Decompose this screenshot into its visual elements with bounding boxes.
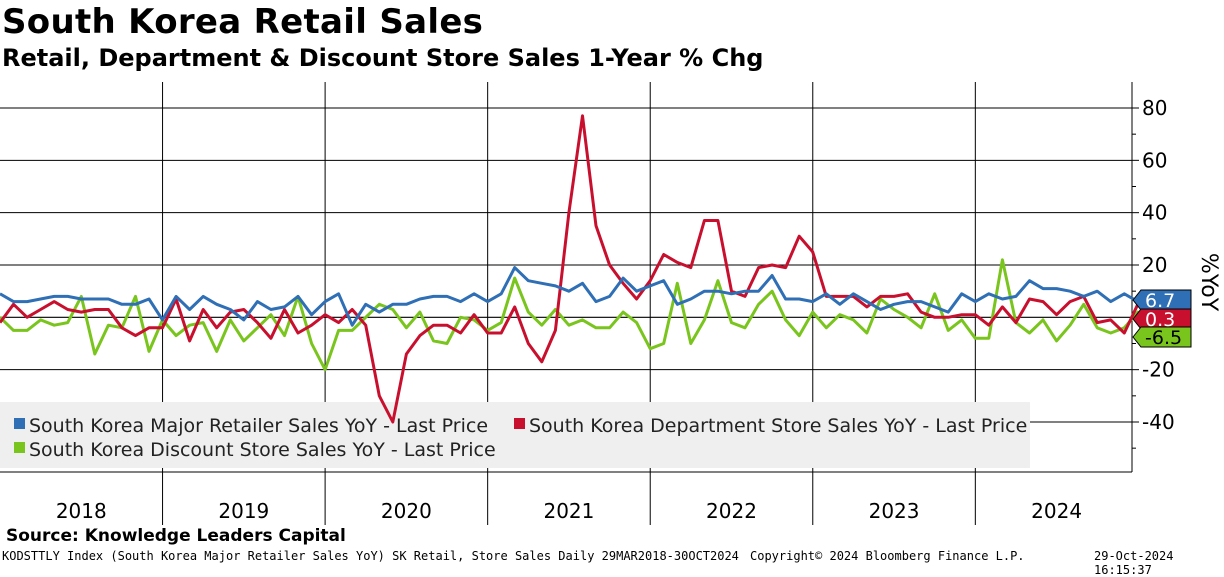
legend-swatch-discount [14,442,25,453]
last-value-label-department: 0.3 [1145,309,1175,331]
footer-timestamp: 29-Oct-2024 16:15:37 [1094,549,1174,577]
last-value-tag-department [1132,308,1192,330]
legend-box [0,402,1030,468]
y-tick-label-40: 40 [1142,201,1167,225]
legend-swatch-department [514,418,525,429]
legend-swatch-major [14,418,25,429]
last-value-tag-major [1132,289,1192,311]
y-tick-label-60: 60 [1142,148,1167,172]
series-line-discount [0,258,1153,372]
year-label-2023: 2023 [869,499,920,523]
y-axis-label: %YoY [1196,253,1221,312]
footer-copyright: Copyright© 2024 Bloomberg Finance L.P. [750,549,1025,563]
last-value-tag-discount [1132,326,1192,348]
legend-label-major: South Korea Major Retailer Sales YoY - L… [29,415,488,437]
chart-subtitle: Retail, Department & Discount Store Sale… [2,44,764,72]
legend-label-discount: South Korea Discount Store Sales YoY - L… [29,439,496,461]
year-label-2021: 2021 [543,499,594,523]
y-tick-label--20: -20 [1142,358,1175,382]
y-tick-label-20: 20 [1142,253,1167,277]
last-value-label-major: 6.7 [1145,290,1175,312]
chart-title: South Korea Retail Sales [2,2,484,42]
year-label-2019: 2019 [218,499,269,523]
series-line-department [0,114,1153,424]
y-tick-label-80: 80 [1142,96,1167,120]
year-label-2018: 2018 [56,499,107,523]
year-label-2024: 2024 [1031,499,1082,523]
year-label-2020: 2020 [381,499,432,523]
legend-label-department: South Korea Department Store Sales YoY -… [529,415,1027,437]
series-line-major [0,266,1139,327]
footer-index-description: KODSTTLY Index (South Korea Major Retail… [2,549,739,563]
source-note: Source: Knowledge Leaders Capital [6,526,346,546]
y-tick-label--40: -40 [1142,410,1175,434]
year-label-2022: 2022 [706,499,757,523]
last-value-label-discount: -6.5 [1145,327,1182,349]
